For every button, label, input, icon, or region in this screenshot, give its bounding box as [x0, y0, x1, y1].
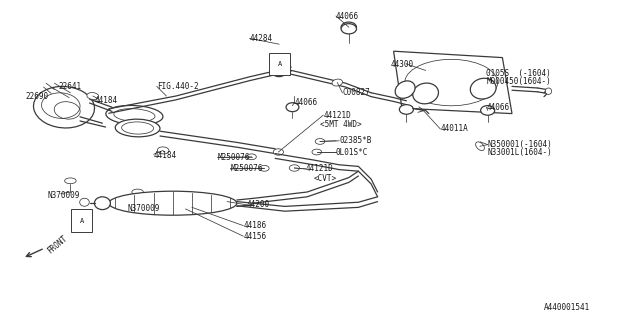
Text: 44300: 44300 [390, 60, 413, 68]
Text: 44121D: 44121D [306, 164, 333, 173]
Ellipse shape [476, 142, 484, 151]
Polygon shape [394, 51, 512, 114]
Ellipse shape [341, 24, 356, 34]
Ellipse shape [247, 154, 256, 160]
Text: 44284: 44284 [250, 34, 273, 43]
Text: 0L01S*C: 0L01S*C [336, 148, 369, 156]
Ellipse shape [481, 106, 495, 115]
Ellipse shape [106, 105, 163, 125]
Ellipse shape [273, 69, 285, 77]
Ellipse shape [289, 165, 300, 171]
Ellipse shape [95, 197, 111, 210]
Text: N370009: N370009 [48, 191, 81, 200]
Text: <5MT 4WD>: <5MT 4WD> [320, 120, 362, 129]
Text: A: A [80, 218, 84, 224]
Text: N33001L(1604-): N33001L(1604-) [488, 148, 552, 157]
Text: 44066: 44066 [294, 98, 317, 107]
Text: 44184: 44184 [154, 151, 177, 160]
Ellipse shape [332, 79, 342, 86]
Text: M000450(1604-): M000450(1604-) [486, 77, 551, 86]
Ellipse shape [470, 78, 496, 99]
Text: 44011A: 44011A [440, 124, 468, 133]
Text: 22690: 22690 [26, 92, 49, 100]
Ellipse shape [545, 88, 552, 94]
Ellipse shape [413, 83, 438, 104]
Ellipse shape [399, 105, 413, 114]
Text: N370009: N370009 [128, 204, 161, 213]
Ellipse shape [312, 149, 322, 155]
Ellipse shape [273, 149, 284, 155]
Text: M250076: M250076 [218, 153, 250, 162]
Text: 02385*B: 02385*B [339, 136, 372, 145]
Text: 44200: 44200 [246, 200, 269, 209]
Text: M250076: M250076 [230, 164, 263, 173]
Text: A440001541: A440001541 [544, 303, 590, 312]
Text: 44184: 44184 [95, 96, 118, 105]
Text: <CVT>: <CVT> [314, 174, 337, 183]
Text: FRONT: FRONT [46, 234, 70, 256]
Text: 22641: 22641 [59, 82, 82, 91]
Text: 44121D: 44121D [323, 111, 351, 120]
Ellipse shape [87, 92, 99, 100]
Ellipse shape [315, 139, 325, 144]
Ellipse shape [341, 22, 356, 32]
Ellipse shape [65, 178, 76, 184]
Text: 44186: 44186 [243, 221, 266, 230]
Text: N350001(-1604): N350001(-1604) [488, 140, 552, 149]
Ellipse shape [132, 189, 143, 195]
Ellipse shape [109, 191, 237, 215]
Ellipse shape [260, 165, 269, 171]
Ellipse shape [395, 81, 415, 98]
Ellipse shape [80, 198, 90, 206]
Text: A: A [278, 61, 282, 67]
Text: 0105S  (-1604): 0105S (-1604) [486, 69, 551, 78]
Text: 44156: 44156 [243, 232, 266, 241]
Text: 44066: 44066 [336, 12, 359, 20]
Ellipse shape [33, 86, 95, 128]
Ellipse shape [115, 119, 160, 137]
Ellipse shape [157, 147, 169, 154]
Text: FIG.440-2: FIG.440-2 [157, 82, 198, 91]
Text: C00827: C00827 [342, 88, 370, 97]
Text: 44066: 44066 [486, 103, 509, 112]
Ellipse shape [286, 103, 299, 112]
